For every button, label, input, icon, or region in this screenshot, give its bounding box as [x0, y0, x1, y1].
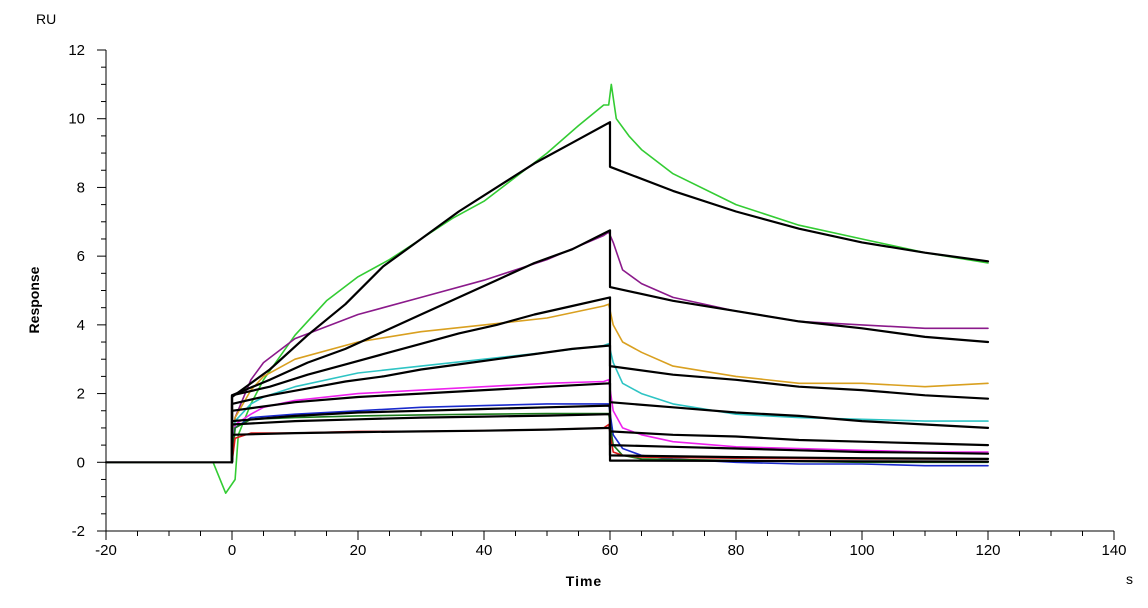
- y-tick-label: 12: [68, 42, 85, 59]
- x-tick-label: 80: [728, 542, 745, 559]
- y-unit-label: RU: [36, 11, 56, 27]
- x-tick-label: 100: [849, 542, 874, 559]
- plot-area: [104, 83, 990, 494]
- x-tick-label: 120: [975, 542, 1000, 559]
- fit-curve-line: [230, 426, 990, 464]
- y-tick-label: 4: [77, 317, 85, 334]
- fit-curve-line: [230, 404, 990, 464]
- fit-curve-line: [230, 296, 990, 464]
- y-tick-label: 8: [77, 179, 85, 196]
- x-tick-label: 60: [602, 542, 619, 559]
- x-tick-label: 40: [476, 542, 493, 559]
- y-tick-label: 2: [77, 386, 85, 403]
- x-unit-label: s: [1126, 571, 1133, 587]
- y-tick-label: -2: [72, 523, 85, 540]
- fit-curve-line: [230, 382, 990, 464]
- y-tick-label: 10: [68, 111, 85, 128]
- y-tick-label: 6: [77, 248, 85, 265]
- x-axis-title: Time: [566, 573, 602, 589]
- fit-curve-line: [230, 229, 990, 464]
- fit-curve-line: [104, 121, 990, 464]
- x-tick-label: 0: [228, 542, 236, 559]
- data-curve-line: [231, 403, 989, 467]
- y-tick-label: 0: [77, 454, 85, 471]
- tick-marks: [97, 49, 1115, 540]
- data-curve-line: [231, 303, 989, 464]
- x-tick-label: 140: [1101, 542, 1126, 559]
- x-tick-label: 20: [350, 542, 367, 559]
- data-curve-line: [105, 83, 989, 494]
- fit-curve-line: [230, 344, 990, 464]
- y-axis-title: Response: [26, 266, 42, 333]
- fit-curve-line: [230, 413, 990, 464]
- x-tick-label: -20: [95, 542, 117, 559]
